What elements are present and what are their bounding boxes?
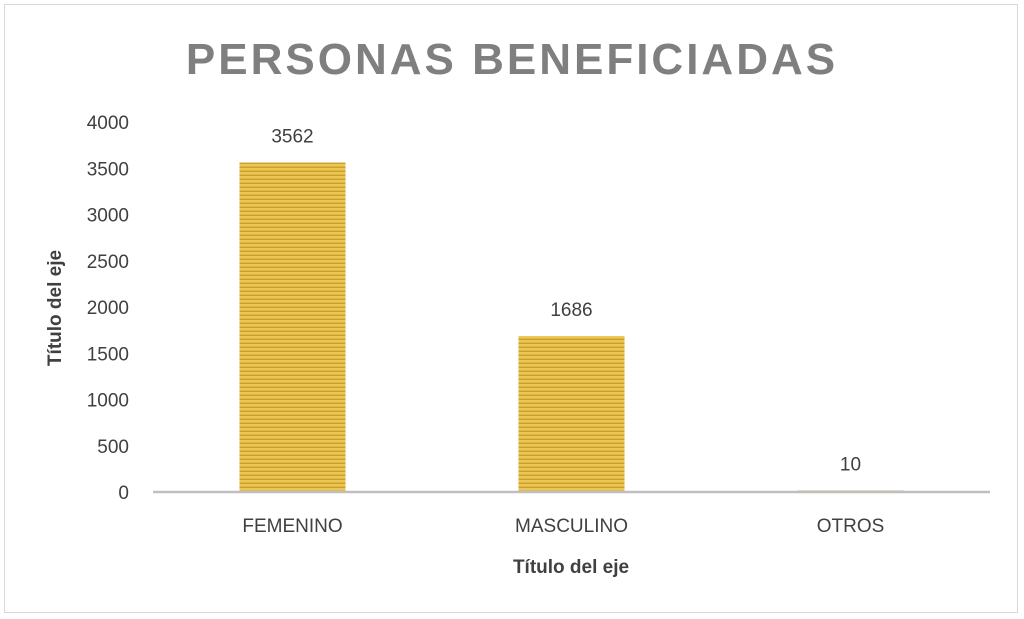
chart-title: PERSONAS BENEFICIADAS <box>186 35 838 84</box>
x-tick-label: OTROS <box>817 516 885 537</box>
y-tick-label: 1000 <box>87 391 129 412</box>
y-tick-label: 2500 <box>87 252 129 273</box>
y-axis-title: Título del eje <box>45 250 66 366</box>
y-tick-label: 0 <box>118 483 129 504</box>
y-tick-label: 500 <box>97 437 129 458</box>
bars-group <box>239 162 904 492</box>
data-label: 10 <box>840 455 861 476</box>
x-tick-label: MASCULINO <box>515 516 628 537</box>
y-axis-ticks: 0 500 1000 1500 2000 2500 3000 3500 4000 <box>87 113 129 504</box>
data-label: 1686 <box>550 300 592 321</box>
chart-frame <box>4 4 1018 613</box>
x-tick-label: FEMENINO <box>242 516 342 537</box>
x-axis-title: Título del eje <box>513 557 629 578</box>
y-tick-label: 1500 <box>87 344 129 365</box>
bar-femenino <box>239 162 346 492</box>
y-tick-label: 3500 <box>87 159 129 180</box>
y-tick-label: 3000 <box>87 206 129 227</box>
y-tick-label: 4000 <box>87 113 129 134</box>
y-tick-label: 2000 <box>87 298 129 319</box>
data-label: 3562 <box>271 127 313 148</box>
bar-masculino <box>518 336 625 492</box>
data-labels-group: 3562 1686 10 <box>271 127 861 476</box>
category-labels-group: FEMENINO MASCULINO OTROS <box>242 516 884 537</box>
